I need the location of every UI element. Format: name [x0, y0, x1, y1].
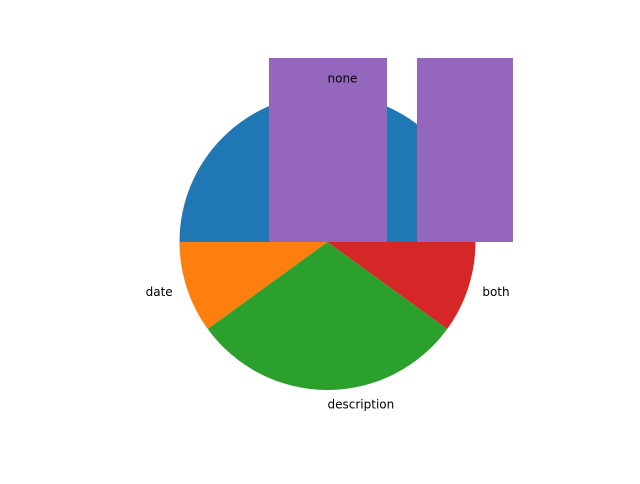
overlay-bars	[269, 58, 513, 242]
slice-label-date: date	[146, 285, 173, 299]
overlay-bar-1	[269, 58, 387, 242]
pie-slice-both	[327, 242, 476, 329]
pie-slice-description	[207, 242, 448, 390]
slice-label-none: none	[328, 72, 358, 86]
overlay-bar-2	[417, 58, 513, 242]
slice-labels: none date description both	[146, 72, 510, 412]
slice-label-description: description	[328, 397, 395, 411]
pie-slice-date	[179, 242, 328, 329]
slice-label-both: both	[482, 285, 509, 299]
